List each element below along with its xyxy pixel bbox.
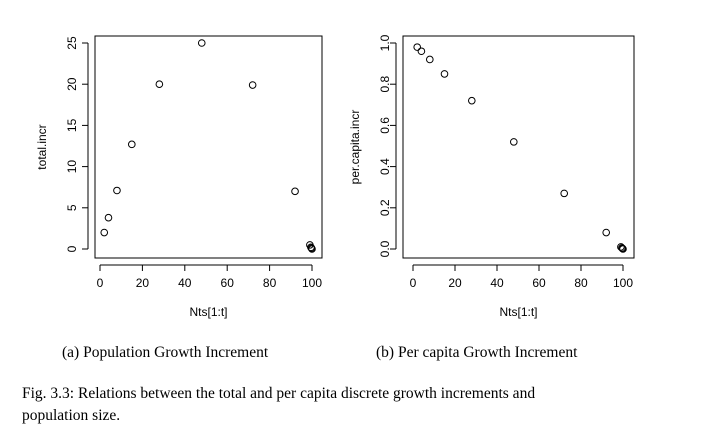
data-point <box>291 187 299 196</box>
y-tick-label: 1.0 <box>378 34 392 51</box>
y-tick-label: 0.2 <box>378 199 392 216</box>
data-point <box>308 245 316 253</box>
figure-caption-line2: population size. <box>22 407 120 424</box>
data-point <box>413 43 422 51</box>
x-tick-label: 80 <box>263 276 277 290</box>
data-point <box>104 213 113 222</box>
x-tick-label: 0 <box>97 276 104 290</box>
y-tick-label: 10 <box>65 160 79 174</box>
y-tick-label: 0.4 <box>378 158 392 175</box>
y-tick-label: 0 <box>65 245 79 252</box>
x-axis-label: Nts[1:t] <box>499 305 537 319</box>
y-tick-label: 0.8 <box>378 76 392 93</box>
y-tick-label: 5 <box>65 204 79 211</box>
y-axis-label: total.incr <box>35 124 49 169</box>
x-tick-label: 100 <box>302 276 322 290</box>
y-tick-label: 0.0 <box>378 240 392 257</box>
data-point <box>468 96 476 105</box>
x-tick-label: 80 <box>574 276 588 290</box>
x-tick-label: 100 <box>613 276 633 290</box>
y-tick-label: 20 <box>65 77 79 91</box>
data-point <box>560 189 569 198</box>
data-point <box>440 70 449 78</box>
x-tick-label: 60 <box>221 276 235 290</box>
subcaption-b: (b) Per capita Growth Increment <box>376 344 578 361</box>
plot-per-capita-increment: 0 20 40 60 80 100 0.0 0.2 0.4 0.6 0.8 1.0 Nts[1:t] pe… <box>348 34 635 319</box>
data-point <box>617 243 625 251</box>
y-tick-label: 25 <box>65 36 79 50</box>
data-point <box>197 39 206 47</box>
data-point <box>100 228 109 237</box>
data-point <box>618 244 626 252</box>
data-point <box>248 81 257 89</box>
data-point <box>417 47 426 56</box>
x-tick-label: 0 <box>410 276 417 290</box>
data-point <box>426 55 434 64</box>
data-point <box>128 140 136 149</box>
plot-total-increment: 0 20 40 60 80 100 0 5 10 15 20 25 Nts[1:t] total.incr <box>35 35 323 319</box>
figure-caption: Fig. 3.3: Relations between the total an… <box>22 385 535 402</box>
subcaption-a: (a) Population Growth Increment <box>62 344 269 361</box>
data-point <box>155 80 164 88</box>
x-tick-label: 60 <box>532 276 546 290</box>
x-tick-label: 40 <box>178 276 192 290</box>
data-point <box>510 138 518 146</box>
plot-frame <box>94 35 323 259</box>
x-tick-label: 20 <box>448 276 462 290</box>
x-axis-label: Nts[1:t] <box>189 305 227 319</box>
data-point <box>619 245 627 253</box>
y-axis-label: per.capita.incr <box>348 110 362 185</box>
x-tick-label: 40 <box>490 276 504 290</box>
plot-frame <box>402 35 635 259</box>
data-point <box>602 228 611 237</box>
data-point <box>307 243 315 252</box>
y-tick-label: 15 <box>65 118 79 132</box>
x-tick-label: 20 <box>136 276 150 290</box>
data-point <box>113 186 121 195</box>
y-tick-label: 0.6 <box>378 117 392 134</box>
